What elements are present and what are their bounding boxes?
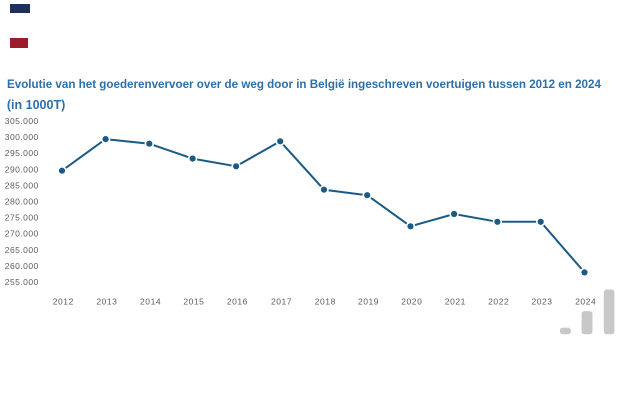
- svg-text:265.000: 265.000: [5, 245, 39, 255]
- svg-text:2017: 2017: [271, 297, 292, 307]
- svg-text:2020: 2020: [401, 297, 422, 307]
- svg-text:2016: 2016: [227, 297, 248, 307]
- svg-text:285.000: 285.000: [5, 180, 39, 190]
- svg-text:2022: 2022: [488, 297, 509, 307]
- svg-text:2024: 2024: [575, 297, 596, 307]
- svg-text:270.000: 270.000: [5, 229, 39, 239]
- svg-text:2023: 2023: [531, 297, 552, 307]
- svg-text:280.000: 280.000: [5, 197, 39, 207]
- svg-text:275.000: 275.000: [5, 213, 39, 223]
- svg-text:2014: 2014: [140, 297, 161, 307]
- svg-text:300.000: 300.000: [5, 132, 39, 142]
- svg-text:2012: 2012: [53, 297, 74, 307]
- svg-text:305.000: 305.000: [5, 116, 39, 126]
- svg-text:2019: 2019: [358, 297, 379, 307]
- svg-text:290.000: 290.000: [5, 164, 39, 174]
- svg-text:295.000: 295.000: [5, 148, 39, 158]
- svg-text:255.000: 255.000: [5, 277, 39, 287]
- svg-text:2021: 2021: [445, 297, 466, 307]
- svg-text:260.000: 260.000: [5, 261, 39, 271]
- svg-text:2013: 2013: [96, 297, 117, 307]
- svg-text:2015: 2015: [183, 297, 204, 307]
- svg-text:2018: 2018: [315, 297, 336, 307]
